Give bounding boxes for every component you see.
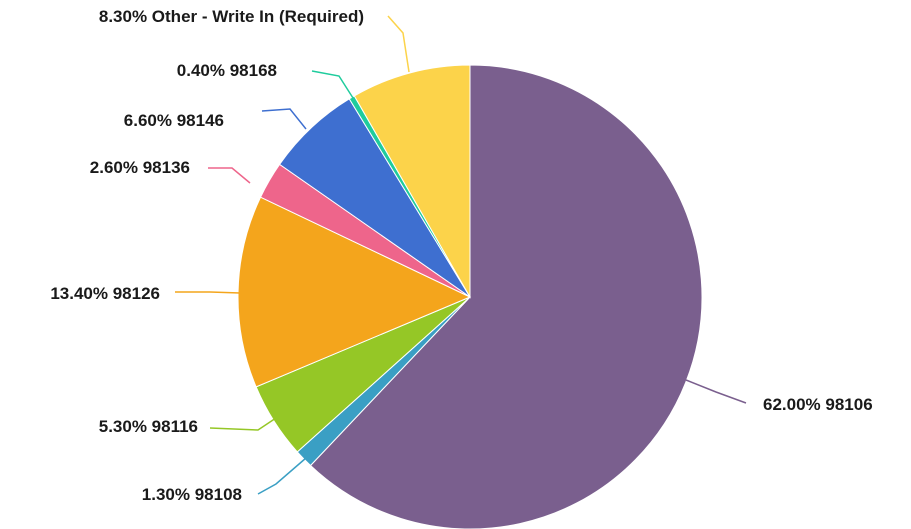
slice-data-label: 13.40% 98126 <box>50 284 160 303</box>
slice-data-label: 1.30% 98108 <box>142 485 242 504</box>
slice-data-label: 2.60% 98136 <box>90 158 190 177</box>
leader-line <box>311 70 354 99</box>
leader-line <box>685 379 747 404</box>
leader-lines <box>175 15 747 495</box>
pie-slices <box>237 64 703 529</box>
slice-data-label: 8.30% Other - Write In (Required) <box>99 7 364 26</box>
leader-line <box>257 457 307 495</box>
pie-slice-98106 <box>309 64 703 529</box>
slice-data-label: 5.30% 98116 <box>99 417 198 436</box>
leader-line <box>387 15 410 73</box>
slice-data-label: 6.60% 98146 <box>124 111 224 130</box>
slice-data-label: 62.00% 98106 <box>763 395 873 414</box>
leader-line <box>208 167 251 184</box>
leader-line <box>175 291 241 294</box>
data-labels: 62.00% 98106 1.30% 98108 5.30% 98116 13.40%… <box>50 7 872 504</box>
slice-data-label: 0.40% 98168 <box>177 61 277 80</box>
leader-line <box>209 417 277 431</box>
pie-slice-98126 <box>237 196 472 388</box>
leader-line <box>261 108 307 130</box>
pie-slice-other-write-in-required- <box>353 64 471 299</box>
